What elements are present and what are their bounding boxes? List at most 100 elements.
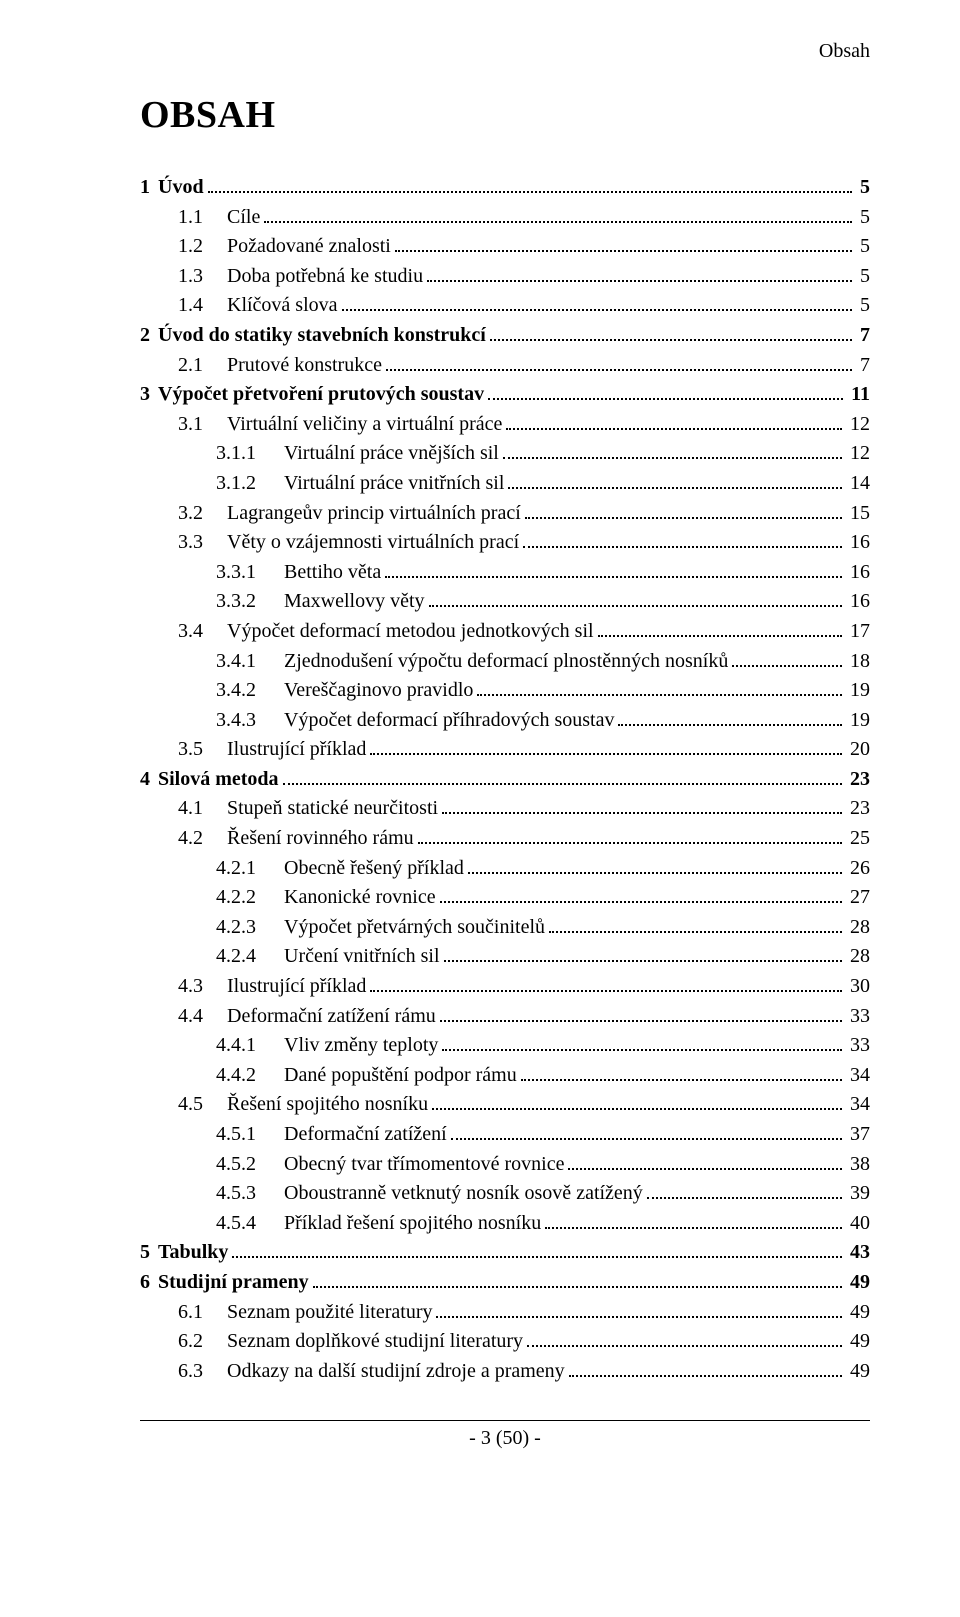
toc-entry-number: 3.4.3 (216, 706, 284, 736)
toc-entry-label: Zjednodušení výpočtu deformací plnostěnn… (284, 647, 728, 677)
toc-leader-dots (208, 173, 852, 193)
toc-entry-label: Stupeň statické neurčitosti (227, 794, 438, 824)
toc-leader-dots (427, 262, 852, 282)
toc-leader-dots (442, 1031, 842, 1051)
toc-entry-number: 4.4 (178, 1002, 227, 1032)
toc-entry-number: 1.1 (178, 203, 227, 233)
toc-leader-dots (440, 883, 842, 903)
toc-entry-number: 3.4 (178, 617, 227, 647)
toc-entry: 4.2.2Kanonické rovnice 27 (140, 883, 870, 913)
toc-entry-page: 28 (846, 913, 870, 943)
toc-entry-number: 3.3.1 (216, 558, 284, 588)
toc-entry-label: Maxwellovy věty (284, 587, 425, 617)
toc-entry-label: Prutové konstrukce (227, 351, 382, 381)
toc-entry-label: Výpočet přetvárných součinitelů (284, 913, 545, 943)
toc-entry-number: 4.3 (178, 972, 227, 1002)
toc-leader-dots (395, 232, 852, 252)
toc-leader-dots (523, 528, 842, 548)
toc-entry-number: 6.1 (178, 1298, 227, 1328)
toc-leader-dots (506, 410, 842, 430)
toc-entry-number: 4.5.1 (216, 1120, 284, 1150)
toc-entry-page: 7 (856, 321, 870, 351)
toc-entry-label: Obecný tvar třímomentové rovnice (284, 1150, 564, 1180)
toc-entry: 4.2.1Obecně řešený příklad26 (140, 854, 870, 884)
toc-entry-number: 3.3.2 (216, 587, 284, 617)
toc-entry-number: 4.2.2 (216, 883, 284, 913)
toc-entry-page: 30 (846, 972, 870, 1002)
toc-entry-page: 37 (846, 1120, 870, 1150)
toc-entry-label: Obecně řešený příklad (284, 854, 464, 884)
toc-leader-dots (490, 321, 852, 341)
toc-entry-label: Výpočet přetvoření prutových soustav (158, 380, 484, 410)
toc-entry-page: 39 (846, 1179, 870, 1209)
toc-entry-number: 3.4.1 (216, 647, 284, 677)
toc-entry-page: 12 (846, 410, 870, 440)
toc-entry: 4.2.4Určení vnitřních sil 28 (140, 942, 870, 972)
toc-entry-label: Úvod do statiky stavebních konstrukcí (158, 321, 486, 351)
toc-entry: 4.5.1Deformační zatížení37 (140, 1120, 870, 1150)
toc-entry-label: Doba potřebná ke studiu (227, 262, 423, 292)
toc-entry-page: 40 (846, 1209, 870, 1239)
toc-entry: 3Výpočet přetvoření prutových soustav11 (140, 380, 870, 410)
toc-entry-page: 28 (846, 942, 870, 972)
toc-entry-page: 34 (846, 1061, 870, 1091)
toc-entry-page: 5 (856, 262, 870, 292)
toc-entry-label: Požadované znalosti (227, 232, 391, 262)
toc-entry-number: 3.1.2 (216, 469, 284, 499)
toc-leader-dots (521, 1061, 842, 1081)
toc-entry-page: 27 (846, 883, 870, 913)
toc-entry-label: Virtuální veličiny a virtuální práce (227, 410, 502, 440)
toc-entry-number: 4.2 (178, 824, 227, 854)
toc-entry-label: Řešení spojitého nosníku (227, 1090, 428, 1120)
toc-leader-dots (569, 1357, 842, 1377)
toc-entry: 3.3.2Maxwellovy věty16 (140, 587, 870, 617)
toc-leader-dots (451, 1120, 842, 1140)
toc-leader-dots (436, 1298, 842, 1318)
toc-entry-page: 33 (846, 1031, 870, 1061)
toc-entry-page: 49 (846, 1268, 870, 1298)
toc-entry-label: Věty o vzájemnosti virtuálních prací (227, 528, 519, 558)
toc-leader-dots (618, 706, 842, 726)
toc-entry-number: 6 (140, 1268, 158, 1298)
toc-entry: 3.5Ilustrující příklad20 (140, 735, 870, 765)
toc-entry-label: Vliv změny teploty (284, 1031, 438, 1061)
toc-leader-dots (440, 1002, 842, 1022)
toc-entry-page: 33 (846, 1002, 870, 1032)
toc-entry: 4.4.1Vliv změny teploty 33 (140, 1031, 870, 1061)
toc-entry-label: Výpočet deformací příhradových soustav (284, 706, 614, 736)
toc-leader-dots (386, 351, 852, 371)
toc-entry-label: Seznam použité literatury (227, 1298, 432, 1328)
toc-entry-page: 19 (846, 706, 870, 736)
toc-entry-label: Určení vnitřních sil (284, 942, 440, 972)
toc-entry-page: 5 (856, 203, 870, 233)
toc-leader-dots (342, 291, 852, 311)
toc-entry-number: 4.2.4 (216, 942, 284, 972)
toc-leader-dots (283, 765, 842, 785)
toc-leader-dots (468, 854, 842, 874)
toc-entry: 3.1.1Virtuální práce vnějších sil12 (140, 439, 870, 469)
toc-entry-page: 5 (856, 232, 870, 262)
toc-leader-dots (647, 1179, 842, 1199)
toc-entry: 4.5.4Příklad řešení spojitého nosníku40 (140, 1209, 870, 1239)
toc-entry: 4.5Řešení spojitého nosníku 34 (140, 1090, 870, 1120)
toc-entry-label: Studijní prameny (158, 1268, 309, 1298)
toc-leader-dots (545, 1209, 842, 1229)
toc-entry-label: Řešení rovinného rámu (227, 824, 414, 854)
toc-entry: 3.1Virtuální veličiny a virtuální práce1… (140, 410, 870, 440)
toc-entry-label: Kanonické rovnice (284, 883, 436, 913)
toc-leader-dots (503, 439, 842, 459)
toc-leader-dots (264, 203, 852, 223)
toc-entry: 1.3Doba potřebná ke studiu5 (140, 262, 870, 292)
toc-entry-page: 34 (846, 1090, 870, 1120)
toc-entry: 4.1Stupeň statické neurčitosti23 (140, 794, 870, 824)
toc-entry-number: 4.5.2 (216, 1150, 284, 1180)
toc-entry-page: 49 (846, 1357, 870, 1387)
toc-entry: 6.3Odkazy na další studijní zdroje a pra… (140, 1357, 870, 1387)
toc-entry-number: 2.1 (178, 351, 227, 381)
toc-entry-page: 25 (846, 824, 870, 854)
toc-entry-number: 4.4.1 (216, 1031, 284, 1061)
toc-entry-number: 4.5 (178, 1090, 227, 1120)
toc-leader-dots (370, 735, 842, 755)
toc-leader-dots (477, 676, 842, 696)
toc-entry-page: 20 (846, 735, 870, 765)
